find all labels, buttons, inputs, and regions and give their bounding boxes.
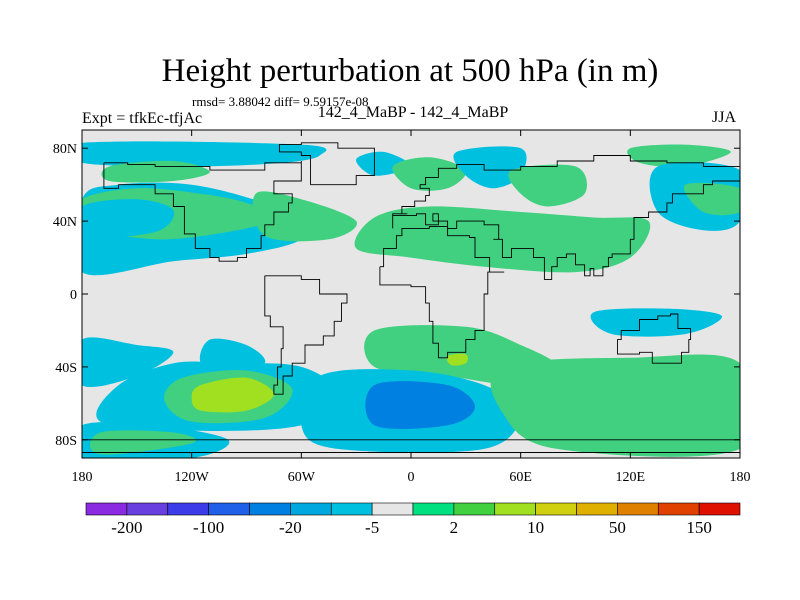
colorbar-box-10 (494, 502, 536, 516)
experiment-label: Expt = tfkEc-tfjAc (82, 110, 203, 127)
field-region-3 (82, 199, 175, 238)
perturbation-fields (82, 141, 740, 458)
rmsd-diff-stats: rmsd= 3.88042 diff= 9.59157e-08 (192, 94, 369, 109)
colorbar-label: 2 (450, 518, 459, 537)
coastline-5 (617, 313, 692, 364)
field-region-23 (365, 381, 475, 429)
colorbar-box-6 (330, 502, 373, 516)
field-region-5 (252, 191, 357, 242)
x-tick-label: 180 (730, 470, 751, 485)
map-title: Height perturbation at 500 hPa (in m) (161, 53, 659, 89)
field-region-7 (392, 157, 467, 191)
colorbar-label: 50 (609, 518, 626, 537)
colorbar: -200 -100 -20 -5 2 10 50 150 (85, 502, 741, 537)
colorbar-box-8 (412, 502, 455, 516)
x-tick-label: 60E (509, 470, 532, 485)
colorbar-box-12 (576, 502, 618, 516)
colorbar-box-9 (453, 502, 496, 516)
field-region-26 (89, 430, 197, 455)
colorbar-label: -100 (193, 518, 224, 537)
y-tick-label: 80S (55, 434, 77, 449)
x-tick-label: 180 (72, 470, 93, 485)
colorbar-box-13 (617, 502, 659, 516)
y-tick-label: 40N (53, 215, 77, 230)
longitude-axis: 180 120W 60W 0 60E 120E 180 (72, 130, 751, 485)
x-tick-label: 120W (175, 470, 210, 485)
colorbar-box-1 (126, 502, 169, 516)
field-region-13 (683, 182, 740, 216)
field-region-15 (82, 337, 174, 388)
coastline-1 (264, 275, 348, 395)
y-tick-label: 0 (70, 288, 77, 303)
coastline-2 (379, 226, 505, 359)
field-region-21 (446, 353, 468, 366)
y-tick-label: 80N (53, 142, 77, 157)
colorbar-label: -200 (111, 518, 142, 537)
colorbar-label: 150 (686, 518, 712, 537)
latitude-axis: 80N 40N 0 40S 80S (53, 142, 740, 449)
coastline-4 (278, 142, 375, 186)
colorbar-box-5 (290, 502, 332, 516)
colorbar-label: 10 (527, 518, 544, 537)
field-region-0 (82, 141, 327, 167)
colorbar-box-15 (698, 502, 741, 516)
field-region-10 (508, 164, 587, 207)
field-region-14 (590, 308, 723, 337)
field-region-19 (191, 377, 274, 413)
colorbar-label: -5 (365, 518, 379, 537)
colorbar-box-4 (249, 502, 291, 516)
x-tick-label: 120E (616, 470, 646, 485)
colorbar-box-3 (208, 502, 250, 516)
colorbar-box-11 (535, 502, 577, 516)
colorbar-box-0 (85, 502, 128, 516)
field-region-24 (490, 354, 740, 457)
coastline-0 (103, 161, 302, 262)
colorbar-box-14 (657, 502, 700, 516)
case-label: 142_4_MaBP - 142_4_MaBP (317, 104, 509, 121)
x-tick-label: 0 (408, 470, 415, 485)
colorbar-label: -20 (279, 518, 302, 537)
colorbar-box-7 (371, 502, 414, 516)
colorbar-box-2 (167, 502, 209, 516)
field-region-9 (453, 146, 527, 189)
season-label: JJA (712, 109, 737, 126)
x-tick-label: 60W (288, 470, 316, 485)
coastline-3 (392, 155, 740, 280)
y-tick-label: 40S (55, 361, 77, 376)
